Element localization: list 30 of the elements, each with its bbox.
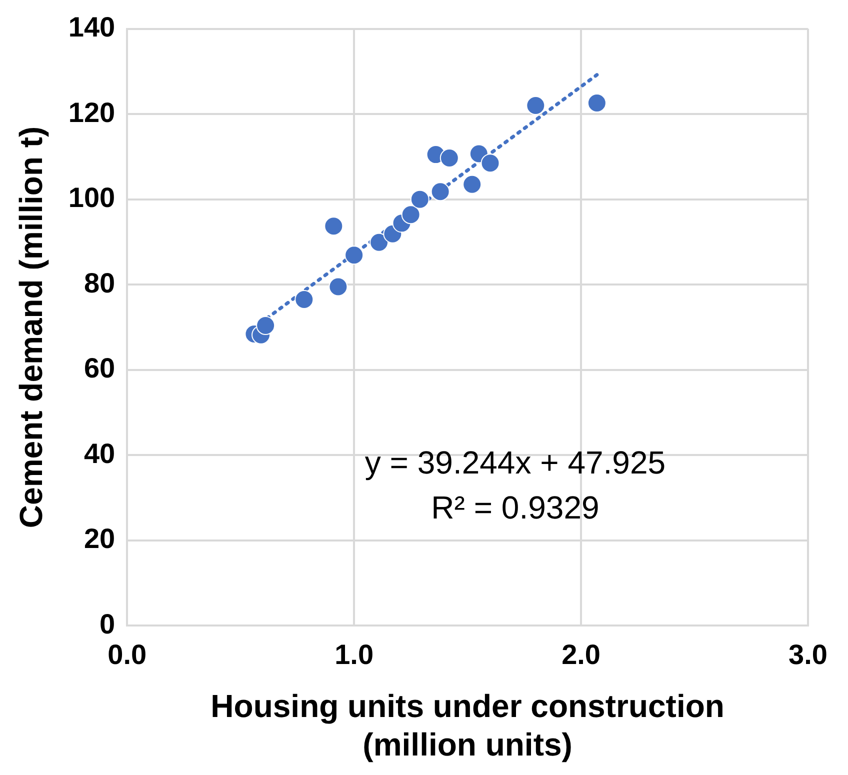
y-tick-label: 140: [68, 12, 116, 43]
point: [401, 205, 420, 224]
y-tick-label: 100: [68, 182, 116, 214]
point: [462, 174, 482, 194]
y-tick-label: 120: [68, 96, 116, 128]
point: [410, 190, 430, 209]
point: [526, 96, 546, 116]
point: [440, 148, 459, 168]
point: [294, 290, 314, 309]
point: [587, 93, 606, 112]
y-axis-title: Cement demand (million t): [13, 126, 50, 528]
y-tick-label: 40: [84, 438, 116, 469]
y-tick-label: 20: [84, 523, 116, 554]
annotation: y = 39.244x + 47.925: [364, 444, 666, 480]
point: [256, 316, 276, 335]
x-tick-label: 0.0: [108, 639, 147, 670]
x-tick-label: 2.0: [562, 639, 601, 670]
x-tick-label: 1.0: [334, 639, 374, 670]
y-tick-label: 80: [84, 267, 116, 298]
point: [430, 182, 450, 202]
point: [324, 216, 344, 236]
annotation: R² = 0.9329: [431, 489, 600, 526]
point: [328, 277, 348, 296]
point: [480, 154, 500, 173]
y-tick-label: 0: [100, 608, 116, 640]
x-axis-title: Housing units under construction (million units): [210, 688, 724, 763]
x-tick-label: 3.0: [788, 639, 828, 670]
point: [370, 232, 389, 252]
point: [344, 246, 364, 265]
y-tick-label: 60: [84, 352, 116, 384]
